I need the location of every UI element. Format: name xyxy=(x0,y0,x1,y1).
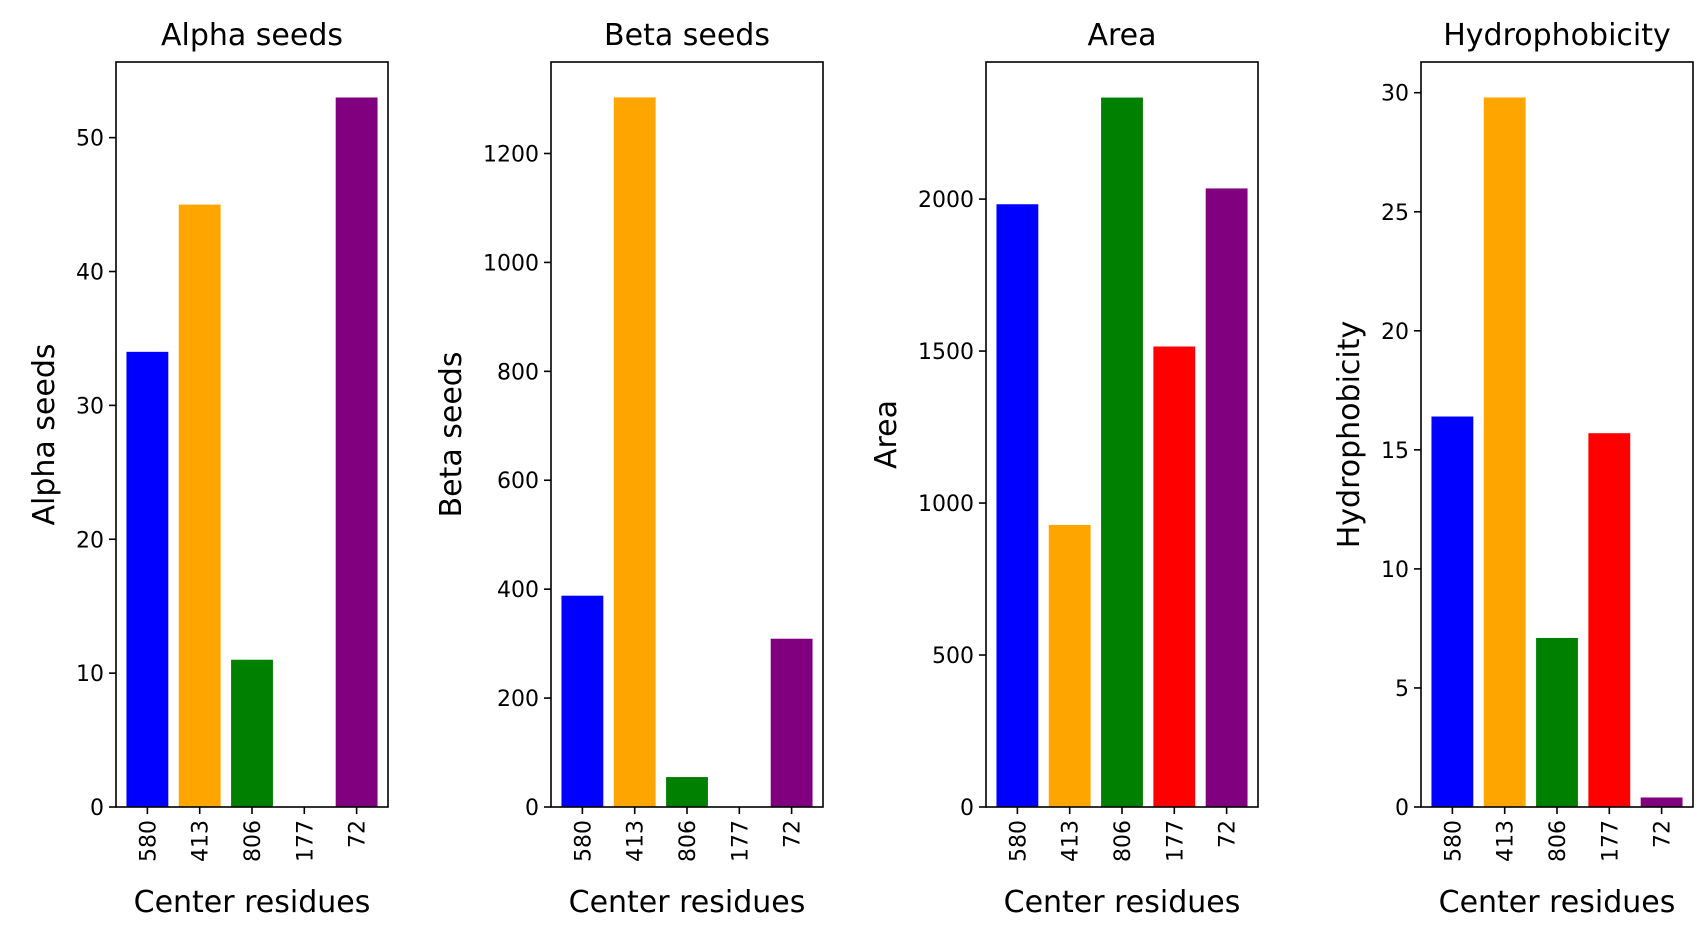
bar-806 xyxy=(666,777,708,807)
y-axis-label: Hydrophobicity xyxy=(1332,321,1367,549)
bar-72 xyxy=(1640,797,1683,807)
y-tick-label: 30 xyxy=(1381,82,1409,107)
y-tick-label: 400 xyxy=(497,578,539,603)
y-tick-label: 200 xyxy=(497,687,539,712)
y-tick-label: 50 xyxy=(76,127,104,152)
subplot-4: 0 5 10 15 20 25 30 580 413 806 177 72 Hydrophobicity… xyxy=(1332,18,1694,920)
bar-72 xyxy=(1205,188,1248,807)
subplot-title: Alpha seeds xyxy=(161,18,343,53)
y-tick-label: 0 xyxy=(525,796,539,821)
x-axis-label: Center residues xyxy=(569,885,806,920)
x-tick-label: 413 xyxy=(1494,820,1519,862)
bar-72 xyxy=(335,97,378,808)
subplot-1: 0 10 20 30 40 50 580 413 806 177 72 Alpha seeds Cent… xyxy=(27,18,389,920)
x-axis-label: Center residues xyxy=(134,885,371,920)
x-tick-label: 806 xyxy=(1546,820,1571,862)
y-axis-label: Area xyxy=(869,400,904,469)
y-axis-label: Alpha seeds xyxy=(27,343,62,525)
y-tick-label: 0 xyxy=(90,796,104,821)
x-tick-label: 806 xyxy=(1111,820,1136,862)
y-tick-label: 1000 xyxy=(918,492,974,517)
y-tick-label: 800 xyxy=(497,360,539,385)
subplot-title: Beta seeds xyxy=(604,18,770,53)
y-tick-label: 500 xyxy=(932,644,974,669)
y-tick-label: 600 xyxy=(497,469,539,494)
bar-580 xyxy=(996,204,1039,807)
x-tick-label: 580 xyxy=(571,820,596,862)
y-tick-label: 0 xyxy=(1395,796,1409,821)
bar-413 xyxy=(1048,524,1091,807)
y-tick-label: 1200 xyxy=(483,142,539,167)
y-tick-label: 30 xyxy=(76,394,104,419)
bar-72 xyxy=(770,638,813,807)
x-tick-label: 177 xyxy=(728,820,753,862)
x-tick-label: 580 xyxy=(136,820,161,862)
x-tick-label: 177 xyxy=(1163,820,1188,862)
y-tick-label: 40 xyxy=(76,261,104,286)
bar-413 xyxy=(178,204,221,807)
y-tick-label: 10 xyxy=(1381,558,1409,583)
y-tick-label: 25 xyxy=(1381,201,1409,226)
y-tick-label: 20 xyxy=(76,528,104,553)
x-tick-label: 413 xyxy=(189,820,214,862)
y-tick-label: 1000 xyxy=(483,251,539,276)
x-tick-label: 580 xyxy=(1006,820,1031,862)
x-tick-label: 177 xyxy=(293,820,318,862)
x-tick-label: 413 xyxy=(624,820,649,862)
x-axis-label: Center residues xyxy=(1004,885,1241,920)
y-tick-label: 15 xyxy=(1381,439,1409,464)
bar-413 xyxy=(613,97,656,807)
subplot-3: 0 500 1000 1500 2000 580 413 806 177 72 Area Center… xyxy=(869,18,1259,920)
x-axis-label: Center residues xyxy=(1439,885,1676,920)
x-tick-label: 177 xyxy=(1598,820,1623,862)
x-tick-label: 580 xyxy=(1441,820,1466,862)
x-tick-label: 72 xyxy=(346,820,371,848)
bar-177 xyxy=(1588,433,1631,807)
x-tick-label: 806 xyxy=(676,820,701,862)
bar-806 xyxy=(1101,97,1143,807)
subplot-title: Area xyxy=(1087,18,1156,53)
subplot-2: 0 200 400 600 800 1000 1200 580 413 806 177 72 Beta … xyxy=(434,18,824,920)
y-axis-label: Beta seeds xyxy=(434,352,469,518)
bar-580 xyxy=(126,351,169,807)
x-tick-label: 72 xyxy=(781,820,806,848)
x-tick-label: 806 xyxy=(241,820,266,862)
bar-580 xyxy=(561,595,604,807)
x-tick-label: 413 xyxy=(1059,820,1084,862)
bar-580 xyxy=(1431,416,1474,807)
x-tick-label: 72 xyxy=(1216,820,1241,848)
bar-177 xyxy=(1153,346,1196,807)
y-tick-label: 20 xyxy=(1381,320,1409,345)
bar-413 xyxy=(1483,97,1526,808)
y-tick-label: 10 xyxy=(76,662,104,687)
x-tick-label: 72 xyxy=(1651,820,1676,848)
y-tick-label: 1500 xyxy=(918,340,974,365)
y-tick-label: 2000 xyxy=(918,188,974,213)
subplot-title: Hydrophobicity xyxy=(1443,18,1671,53)
bar-806 xyxy=(1536,637,1578,807)
y-tick-label: 5 xyxy=(1395,677,1409,702)
y-tick-label: 0 xyxy=(960,796,974,821)
bar-806 xyxy=(231,659,273,807)
